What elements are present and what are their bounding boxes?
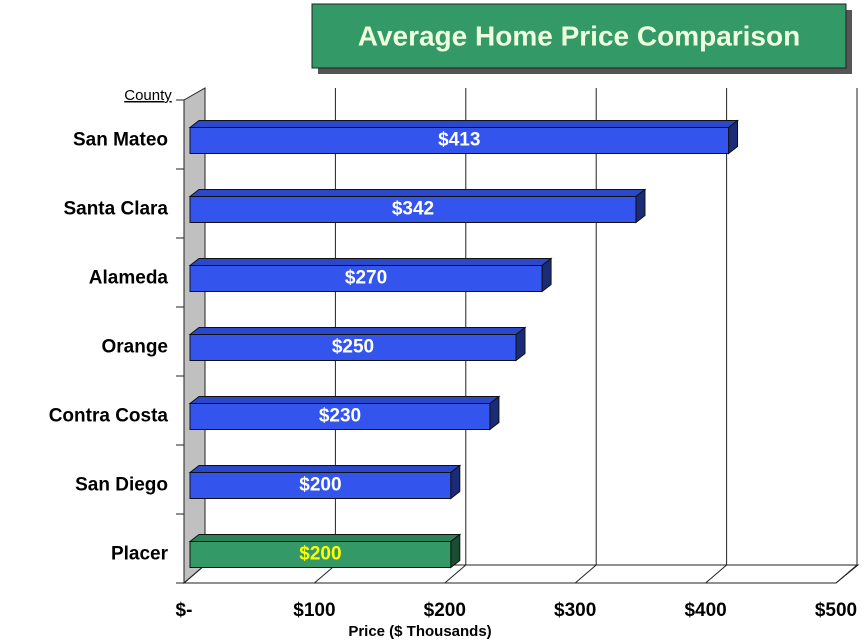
value-label: $200	[299, 475, 341, 496]
bar-top	[188, 465, 462, 473]
y-tick-label: Alameda	[89, 268, 169, 289]
x-tick-label: $100	[293, 600, 335, 621]
bar-top	[188, 327, 527, 335]
chart-title: Average Home Price Comparison	[358, 20, 800, 51]
x-axis-label: Price ($ Thousands)	[348, 623, 491, 640]
x-tick-label: $200	[424, 600, 466, 621]
value-label: $413	[438, 130, 480, 151]
y-axis-label: County	[124, 87, 172, 104]
bar-top	[188, 120, 740, 128]
bar-top	[188, 534, 462, 542]
y-tick-label: Contra Costa	[49, 406, 169, 427]
bar	[189, 541, 452, 568]
bar-top	[188, 189, 647, 197]
bar	[189, 472, 452, 499]
value-label: $250	[332, 337, 374, 358]
x-tick-label: $400	[684, 600, 726, 621]
bar-top	[188, 258, 553, 266]
y-tick-label: San Diego	[75, 475, 168, 496]
value-label: $200	[299, 544, 341, 565]
bar	[189, 403, 491, 430]
bar	[189, 265, 543, 292]
floor-grid-line	[444, 564, 467, 584]
bar	[189, 334, 517, 361]
x-tick-label: $-	[176, 600, 193, 621]
y-tick-label: San Mateo	[73, 130, 168, 151]
floor-grid-line	[835, 564, 858, 584]
title-box	[311, 3, 847, 69]
y-tick-label: Orange	[101, 337, 168, 358]
bar-top	[188, 396, 501, 404]
floor-grid-line	[574, 564, 597, 584]
y-tick-label: Placer	[111, 544, 169, 565]
x-tick-label: $300	[554, 600, 596, 621]
value-label: $342	[392, 199, 434, 220]
x-tick-label: $500	[815, 600, 857, 621]
value-label: $270	[345, 268, 387, 289]
bar	[189, 127, 730, 154]
bar	[189, 196, 637, 223]
y-tick-label: Santa Clara	[63, 199, 168, 220]
floor-grid-line	[705, 564, 727, 584]
value-label: $230	[319, 406, 361, 427]
